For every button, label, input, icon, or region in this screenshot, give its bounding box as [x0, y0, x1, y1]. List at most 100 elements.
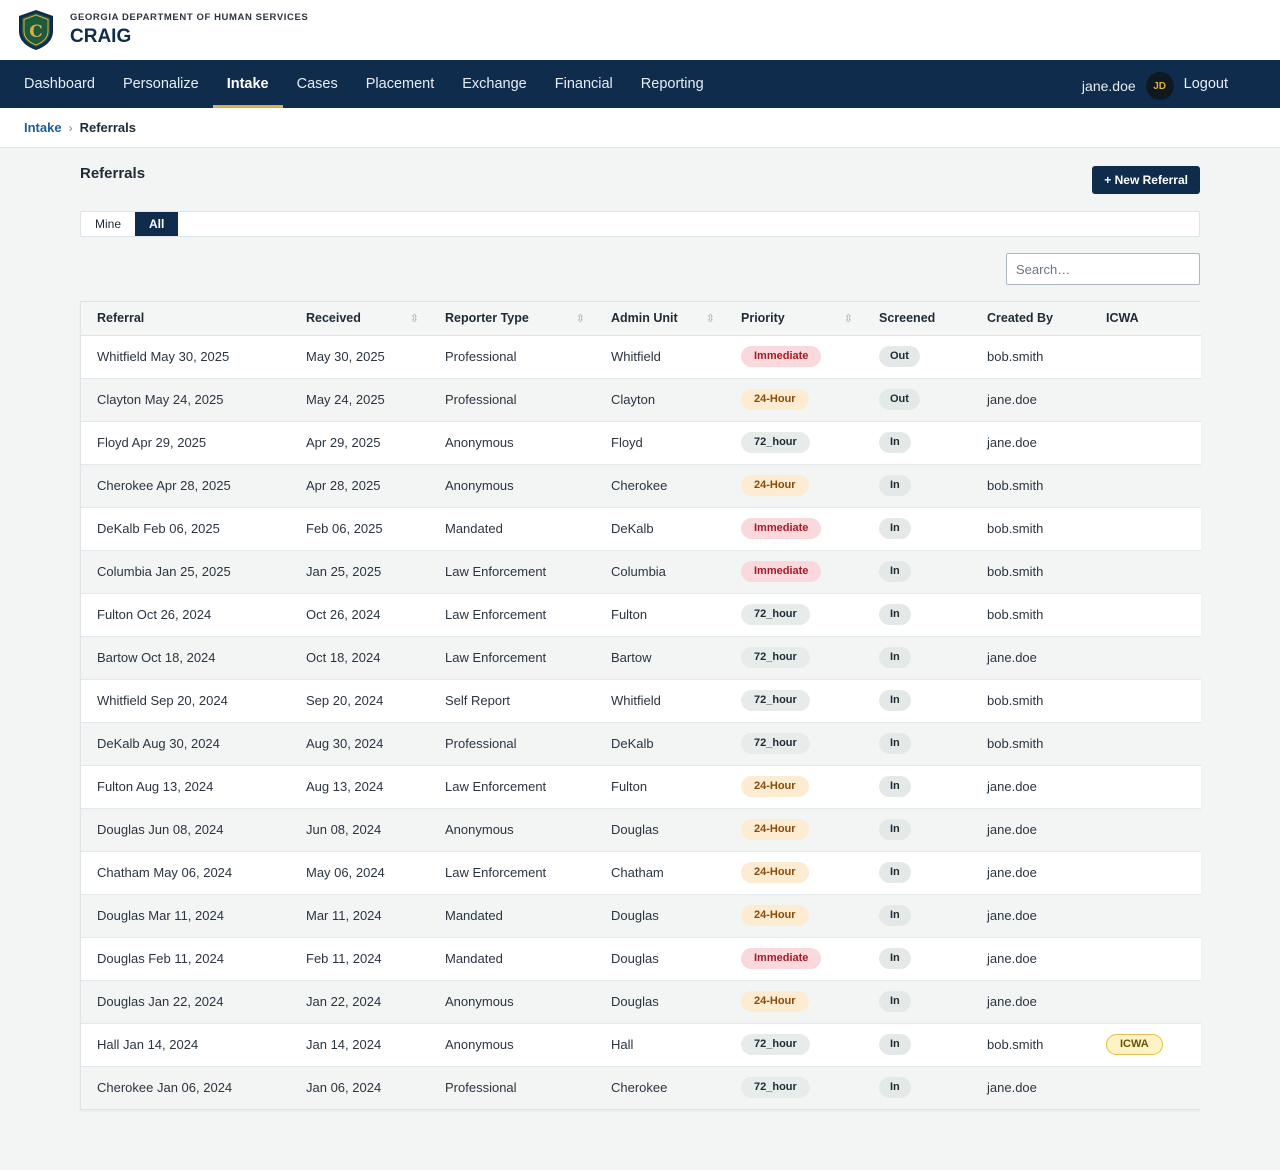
table-row[interactable]: Cherokee Apr 28, 2025 Apr 28, 2025 Anonymo… — [81, 464, 1201, 508]
priority-badge: 24-Hour — [741, 475, 809, 496]
column-header-screened[interactable]: Screened — [863, 302, 971, 336]
search-input[interactable] — [1006, 253, 1200, 285]
cell-referral: Cherokee Apr 28, 2025 — [81, 464, 290, 508]
tab-mine[interactable]: Mine — [95, 217, 122, 231]
screened-badge: In — [879, 475, 911, 496]
cell-created-by: bob.smith — [971, 593, 1090, 637]
priority-badge: 24-Hour — [741, 819, 809, 840]
cell-screened: In — [863, 808, 971, 852]
nav-reporting[interactable]: Reporting — [640, 76, 704, 92]
cell-admin-unit: Columbia — [595, 550, 725, 594]
table-row[interactable]: Douglas Mar 11, 2024 Mar 11, 2024 Mandated… — [81, 894, 1201, 938]
column-header-icwa[interactable]: ICWA — [1090, 302, 1201, 336]
filter-tabs: Mine All — [80, 211, 1200, 237]
screened-badge: In — [879, 948, 911, 969]
table-header-row: Referral Received ⇳ Reporter Type ⇳ Admin … — [81, 302, 1201, 336]
column-header-received[interactable]: Received ⇳ — [290, 302, 429, 336]
column-header-admin-unit[interactable]: Admin Unit ⇳ — [595, 302, 725, 336]
nav-dashboard[interactable]: Dashboard — [24, 76, 95, 92]
cell-reporter-type: Anonymous — [429, 1023, 595, 1067]
avatar[interactable]: JD — [1145, 72, 1174, 100]
table-row[interactable]: Bartow Oct 18, 2024 Oct 18, 2024 Law Enfor… — [81, 636, 1201, 680]
cell-received: Feb 11, 2024 — [290, 937, 429, 981]
page-title: Referrals — [80, 165, 146, 182]
table-row[interactable]: Whitfield May 30, 2025 May 30, 2025 Profes… — [81, 335, 1201, 379]
cell-referral: Whitfield Sep 20, 2024 — [81, 679, 290, 723]
column-header-reporter-type[interactable]: Reporter Type ⇳ — [429, 302, 595, 336]
priority-badge: 72_hour — [741, 1077, 810, 1099]
nav-financial[interactable]: Financial — [554, 76, 613, 92]
screened-badge: In — [879, 991, 911, 1012]
table-row[interactable]: Fulton Aug 13, 2024 Aug 13, 2024 Law Enfor… — [81, 765, 1201, 809]
table-row[interactable]: Columbia Jan 25, 2025 Jan 25, 2025 Law Enf… — [81, 550, 1201, 594]
cell-admin-unit: Whitfield — [595, 335, 725, 379]
cell-screened: In — [863, 1066, 971, 1109]
cell-reporter-type: Professional — [429, 378, 595, 422]
cell-received: Oct 18, 2024 — [290, 636, 429, 680]
logout-link[interactable]: Logout — [1183, 76, 1228, 92]
sort-icon[interactable]: ⇳ — [409, 313, 419, 325]
nav-personalize[interactable]: Personalize — [122, 76, 199, 92]
cell-referral: Columbia Jan 25, 2025 — [81, 550, 290, 594]
cell-reporter-type: Anonymous — [429, 980, 595, 1024]
nav-cases[interactable]: Cases — [296, 76, 338, 92]
priority-badge: 24-Hour — [741, 991, 809, 1012]
cell-referral: Floyd Apr 29, 2025 — [81, 421, 290, 465]
table-row[interactable]: Clayton May 24, 2025 May 24, 2025 Professi… — [81, 378, 1201, 422]
priority-badge: 72_hour — [741, 647, 810, 668]
column-header-priority[interactable]: Priority ⇳ — [725, 302, 863, 336]
cell-screened: In — [863, 937, 971, 981]
cell-reporter-type: Professional — [429, 335, 595, 379]
nav-placement[interactable]: Placement — [365, 76, 435, 92]
screened-badge: In — [879, 819, 911, 840]
cell-received: Jan 06, 2024 — [290, 1066, 429, 1109]
cell-priority: Immediate — [725, 550, 863, 594]
nav-intake[interactable]: Intake — [212, 60, 283, 108]
cell-screened: In — [863, 851, 971, 895]
cell-referral: Fulton Oct 26, 2024 — [81, 593, 290, 637]
cell-admin-unit: DeKalb — [595, 722, 725, 766]
cell-created-by: bob.smith — [971, 1023, 1090, 1067]
cell-admin-unit: Fulton — [595, 593, 725, 637]
cell-created-by: jane.doe — [971, 851, 1090, 895]
breadcrumb: Intake › Referrals — [0, 108, 1280, 148]
screened-badge: In — [879, 862, 911, 883]
cell-screened: In — [863, 980, 971, 1024]
cell-icwa — [1090, 808, 1201, 852]
column-header-referral[interactable]: Referral — [81, 302, 290, 336]
table-row[interactable]: Cherokee Jan 06, 2024 Jan 06, 2024 Profess… — [81, 1066, 1201, 1109]
breadcrumb-intake-link[interactable]: Intake — [24, 120, 62, 135]
cell-created-by: jane.doe — [971, 808, 1090, 852]
sort-icon[interactable]: ⇳ — [575, 313, 585, 325]
table-row[interactable]: DeKalb Aug 30, 2024 Aug 30, 2024 Professio… — [81, 722, 1201, 766]
cell-screened: In — [863, 894, 971, 938]
table-row[interactable]: Douglas Jun 08, 2024 Jun 08, 2024 Anonymou… — [81, 808, 1201, 852]
cell-priority: 24-Hour — [725, 765, 863, 809]
cell-icwa — [1090, 464, 1201, 508]
table-row[interactable]: Chatham May 06, 2024 May 06, 2024 Law Enfo… — [81, 851, 1201, 895]
cell-screened: In — [863, 1023, 971, 1067]
table-row[interactable]: Douglas Jan 22, 2024 Jan 22, 2024 Anonymou… — [81, 980, 1201, 1024]
craig-shield-logo-icon[interactable]: C — [17, 9, 55, 51]
cell-screened: In — [863, 679, 971, 723]
cell-admin-unit: DeKalb — [595, 507, 725, 551]
table-row[interactable]: DeKalb Feb 06, 2025 Feb 06, 2025 Mandated D… — [81, 507, 1201, 551]
nav-exchange[interactable]: Exchange — [462, 76, 527, 92]
table-row[interactable]: Whitfield Sep 20, 2024 Sep 20, 2024 Self R… — [81, 679, 1201, 723]
cell-reporter-type: Anonymous — [429, 464, 595, 508]
new-referral-button[interactable]: + New Referral — [1092, 166, 1200, 194]
column-header-created-by[interactable]: Created By — [971, 302, 1090, 336]
app-header: C GEORGIA DEPARTMENT OF HUMAN SERVICES C… — [0, 0, 1280, 60]
table-row[interactable]: Fulton Oct 26, 2024 Oct 26, 2024 Law Enfor… — [81, 593, 1201, 637]
sort-icon[interactable]: ⇳ — [705, 313, 715, 325]
table-row[interactable]: Hall Jan 14, 2024 Jan 14, 2024 Anonymous Ha… — [81, 1023, 1201, 1067]
table-row[interactable]: Douglas Feb 11, 2024 Feb 11, 2024 Mandated… — [81, 937, 1201, 981]
cell-admin-unit: Hall — [595, 1023, 725, 1067]
table-row[interactable]: Floyd Apr 29, 2025 Apr 29, 2025 Anonymous F… — [81, 421, 1201, 465]
sort-icon[interactable]: ⇳ — [843, 313, 853, 325]
tab-all[interactable]: All — [135, 212, 179, 236]
cell-admin-unit: Fulton — [595, 765, 725, 809]
cell-created-by: jane.doe — [971, 894, 1090, 938]
username: jane.doe — [1081, 78, 1136, 94]
priority-badge: 24-Hour — [741, 776, 809, 797]
